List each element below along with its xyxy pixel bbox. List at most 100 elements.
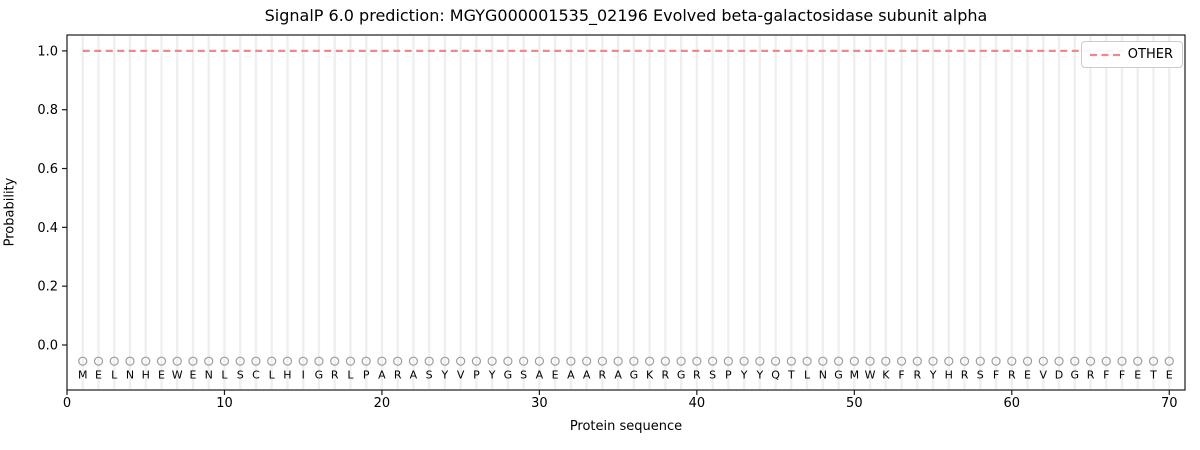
residue-marker [770,356,781,366]
residue-letter: V [1040,368,1048,381]
x-tick-label: 60 [1004,396,1021,411]
residue-marker [896,356,907,366]
residue-marker [991,356,1001,366]
y-axis-ticks: 0.0 0.2 0.4 0.6 0.8 1.0 [37,44,67,354]
residue-letter: R [599,368,607,381]
residue-letter: K [646,368,654,381]
residue-marker [959,356,970,366]
residue-marker [1148,356,1159,366]
residue-marker [708,356,718,366]
residue-letter: G [630,368,639,381]
residue-marker [975,356,985,366]
x-tick-label: 50 [846,396,863,411]
residue-marker [519,356,529,366]
residue-letter: N [126,368,134,381]
residue-letter: T [787,368,795,381]
residue-letter: L [804,368,811,381]
residue-letter: L [111,368,118,381]
residue-marker [188,356,198,366]
legend: OTHER [1081,41,1183,68]
residue-letter: L [347,368,354,381]
residue-letter: A [536,368,544,381]
residue-marker [660,356,670,366]
residue-letter: R [1087,368,1095,381]
residue-marker [361,356,371,366]
residue-marker [172,356,182,366]
residue-marker [408,356,419,366]
gridlines [81,36,1171,389]
residue-letter: W [865,368,876,381]
residue-marker [1007,356,1017,366]
residue-letter: R [662,368,670,381]
residue-marker [251,356,261,366]
residue-marker [93,356,104,366]
x-tick-label: 10 [216,396,233,411]
residue-letter: A [378,368,386,381]
y-tick-label: 0.6 [37,162,58,177]
residue-letter: P [363,368,370,381]
residue-letter: E [552,368,559,381]
residue-letter: I [302,368,305,381]
x-axis-ticks: 0 10 20 30 40 50 60 70 [63,390,1178,411]
residue-letter: H [945,368,953,381]
residue-letter: G [834,368,843,381]
residue-letter: M [78,368,88,381]
x-axis-label: Protein sequence [569,419,683,434]
y-tick-label: 1.0 [37,44,58,59]
residue-marker [1117,356,1127,366]
residue-letter: M [850,368,860,381]
residue-marker [865,356,875,366]
residue-letter: Y [755,368,763,381]
residue-marker [109,356,119,366]
residue-letter: S [709,368,716,381]
residue-marker [582,356,592,366]
residue-letter: G [315,368,324,381]
residue-letter: R [693,368,701,381]
residue-letter: S [520,368,527,381]
residue-markers [78,356,1174,366]
residue-marker [471,356,482,366]
residue-marker [314,356,324,366]
residue-letter: Y [488,368,496,381]
x-tick-label: 70 [1161,396,1178,411]
residue-marker [613,356,623,366]
residue-marker [235,356,245,366]
residue-letter: N [819,368,827,381]
residue-letter: E [1166,368,1173,381]
residue-letter: A [410,368,418,381]
residue-letter: F [1119,368,1125,381]
residue-marker [78,356,88,366]
residue-marker [204,356,214,366]
residue-marker [1070,356,1080,366]
residue-marker [125,356,135,366]
y-tick-label: 0.4 [37,221,58,236]
residue-marker [597,356,607,366]
residue-letter: R [394,368,402,381]
residue-marker [1085,356,1096,366]
residue-marker [503,356,513,366]
residue-marker [944,356,954,366]
residue-letter: E [1134,368,1141,381]
residue-letter: E [158,368,165,381]
residue-letter: E [1024,368,1031,381]
residue-letter: L [269,368,276,381]
residue-letter: E [95,368,102,381]
residue-marker [818,356,828,366]
residue-letter: L [221,368,228,381]
residue-letter: Y [740,368,748,381]
residue-letter: P [725,368,732,381]
residue-marker [440,356,450,366]
residue-letter: R [913,368,921,381]
residue-marker [1038,356,1048,366]
residue-letter: V [457,368,465,381]
residue-marker [330,356,340,366]
residue-letter: G [677,368,686,381]
residue-marker [1133,356,1143,366]
residue-marker [881,356,891,366]
residue-marker [1022,356,1033,366]
chart-title: SignalP 6.0 prediction: MGYG000001535_02… [264,6,988,25]
residue-marker [345,356,356,366]
residue-letter: H [142,368,150,381]
